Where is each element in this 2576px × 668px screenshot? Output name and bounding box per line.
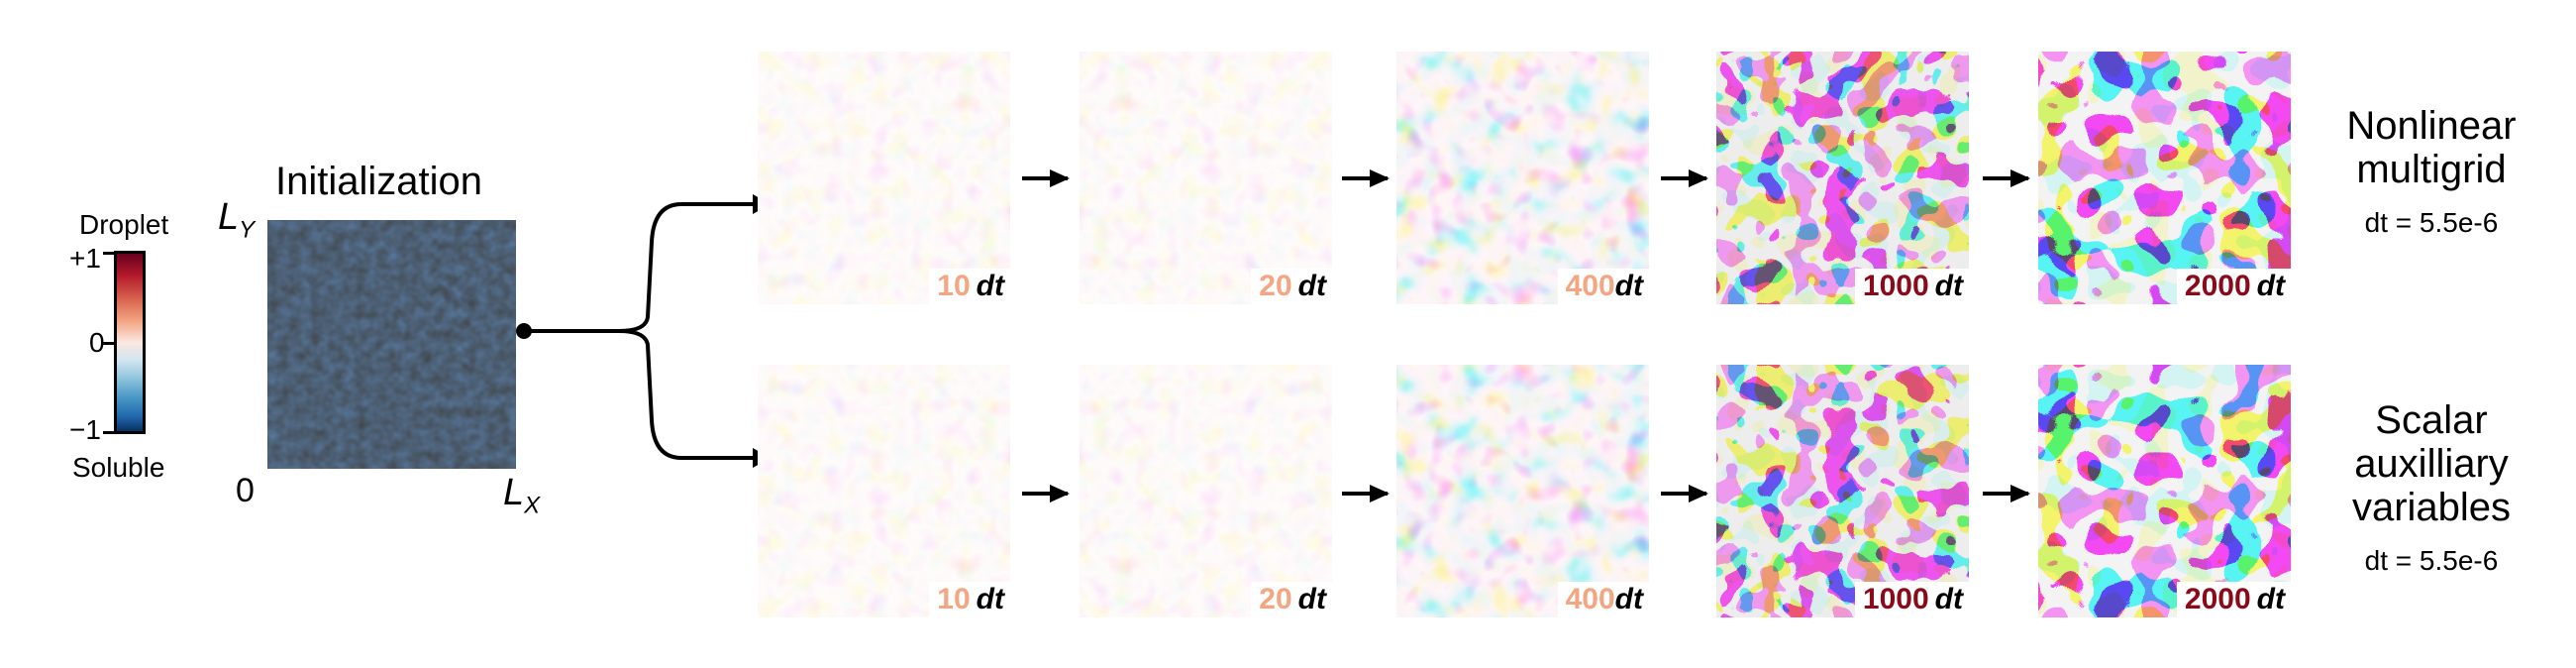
colorbar-tick-max-mark [103, 252, 114, 255]
colorbar [114, 251, 146, 434]
branch-connector [516, 194, 771, 468]
row1-frame-400dt-label: 400 dt [1557, 269, 1649, 304]
row1-frame-400dt-field [1396, 52, 1649, 304]
row2-frame-20dt-steps: 20 [1259, 583, 1292, 615]
row2-frame-400dt-label: 400 dt [1557, 582, 1649, 617]
row1-frame-20dt-label: 20 dt [1251, 269, 1332, 304]
row2-method-line2: auxilliary [2354, 442, 2509, 486]
row1-frame-1000dt-label: 1000 dt [1854, 269, 1969, 304]
colorbar-tick-max: +1 [69, 243, 101, 274]
row1-frame-2000dt-label: 2000 dt [2176, 269, 2291, 304]
row1-timestep: dt = 5.5e-6 [2364, 207, 2499, 238]
row1-method-line2: multigrid [2356, 148, 2507, 191]
row1-frame-400dt-unit: dt [1614, 270, 1643, 302]
y-axis-subscript: Y [239, 216, 256, 244]
row1-frame-10dt-field [758, 52, 1010, 304]
row2-timestep: dt = 5.5e-6 [2364, 545, 2499, 576]
row2-frame-400dt-steps: 400 [1565, 583, 1615, 615]
row2-frame-1000dt: 1000 dt [1716, 365, 1969, 617]
row2-arrow-3 [1661, 485, 1708, 502]
row2-arrow-2 [1342, 485, 1390, 502]
row2-frame-10dt-steps: 10 [937, 583, 971, 615]
row2-frame-20dt: 20 dt [1080, 365, 1332, 617]
row2-frame-400dt-field [1396, 365, 1649, 617]
row1-frame-400dt: 400 dt [1396, 52, 1649, 304]
row1-frame-2000dt-field [2038, 52, 2291, 304]
row1-arrow-2 [1342, 169, 1390, 187]
x-axis-label: LX [503, 472, 541, 519]
colorbar-tick-min-mark [103, 431, 114, 434]
colorbar-top-label: Droplet [79, 209, 169, 240]
row2-frame-20dt-unit: dt [1297, 583, 1326, 615]
row2-frame-1000dt-label: 1000 dt [1854, 582, 1969, 617]
colorbar-tick-min: −1 [69, 414, 101, 445]
row2-frame-1000dt-field [1716, 365, 1969, 617]
row2-frame-400dt-unit: dt [1614, 583, 1643, 615]
row1-method-label: Nonlinear multigrid dt = 5.5e-6 [2298, 104, 2565, 245]
row1-frame-10dt-label: 10 dt [929, 269, 1010, 304]
row2-frame-10dt-unit: dt [976, 583, 1004, 615]
row2-frame-2000dt: 2000 dt [2038, 365, 2291, 617]
row2-frame-10dt-field [758, 365, 1010, 617]
row1-frame-1000dt-steps: 1000 [1862, 270, 1929, 302]
origin-label: 0 [236, 472, 255, 509]
row1-frame-2000dt-steps: 2000 [2184, 270, 2251, 302]
row2-frame-2000dt-label: 2000 dt [2176, 582, 2291, 617]
row2-frame-2000dt-steps: 2000 [2184, 583, 2251, 615]
row1-frame-1000dt-field [1716, 52, 1969, 304]
row2-method-label: Scalar auxilliary variables dt = 5.5e-6 [2298, 398, 2565, 583]
colorbar-tick-mid-mark [103, 342, 114, 345]
row1-frame-20dt: 20 dt [1080, 52, 1332, 304]
row1-arrow-3 [1661, 169, 1708, 187]
row2-frame-1000dt-steps: 1000 [1862, 583, 1929, 615]
row2-frame-10dt: 10 dt [758, 365, 1010, 617]
row1-arrow-4 [1983, 169, 2030, 187]
row2-method-line3: variables [2351, 486, 2512, 529]
row1-frame-1000dt: 1000 dt [1716, 52, 1969, 304]
colorbar-tick-mid: 0 [89, 327, 105, 358]
row2-frame-400dt: 400 dt [1396, 365, 1649, 617]
row2-frame-2000dt-unit: dt [2256, 583, 2285, 615]
row2-frame-20dt-field [1080, 365, 1332, 617]
row2-frame-1000dt-unit: dt [1934, 583, 1963, 615]
row1-frame-2000dt-unit: dt [2256, 270, 2285, 302]
initialization-title: Initialization [275, 160, 483, 203]
initialization-field [267, 220, 516, 469]
row2-arrow-1 [1022, 485, 1070, 502]
x-axis-subscript: X [524, 492, 541, 519]
row1-frame-1000dt-unit: dt [1934, 270, 1963, 302]
row1-frame-10dt: 10 dt [758, 52, 1010, 304]
row1-frame-10dt-unit: dt [976, 270, 1004, 302]
row1-frame-20dt-field [1080, 52, 1332, 304]
row2-method-line1: Scalar [2375, 398, 2488, 442]
row1-frame-400dt-steps: 400 [1565, 270, 1615, 302]
row1-frame-20dt-unit: dt [1297, 270, 1326, 302]
row1-method-line1: Nonlinear [2346, 104, 2517, 148]
row1-arrow-1 [1022, 169, 1070, 187]
initialization-noise [267, 220, 516, 469]
row2-frame-2000dt-field [2038, 365, 2291, 617]
row2-frame-20dt-label: 20 dt [1251, 582, 1332, 617]
row2-frame-10dt-label: 10 dt [929, 582, 1010, 617]
row1-frame-10dt-steps: 10 [937, 270, 971, 302]
colorbar-bottom-label: Soluble [72, 452, 165, 483]
row1-frame-2000dt: 2000 dt [2038, 52, 2291, 304]
row2-arrow-4 [1983, 485, 2030, 502]
row1-frame-20dt-steps: 20 [1259, 270, 1292, 302]
y-axis-label: LY [218, 196, 256, 244]
